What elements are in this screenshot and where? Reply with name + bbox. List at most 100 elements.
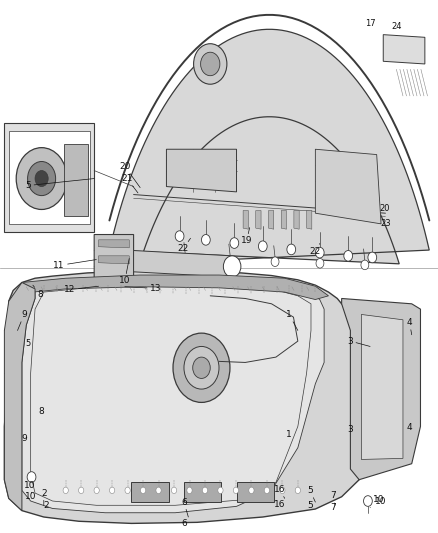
- Text: 6: 6: [181, 519, 187, 528]
- Text: 5: 5: [26, 340, 31, 348]
- Circle shape: [368, 252, 377, 263]
- Circle shape: [187, 487, 192, 494]
- Circle shape: [391, 321, 402, 334]
- Circle shape: [66, 205, 73, 213]
- Polygon shape: [99, 256, 129, 264]
- Polygon shape: [184, 482, 221, 502]
- Polygon shape: [9, 131, 90, 224]
- Circle shape: [280, 487, 285, 494]
- Text: 21: 21: [121, 174, 138, 193]
- Text: 4: 4: [407, 423, 412, 432]
- Circle shape: [78, 487, 84, 494]
- Circle shape: [35, 171, 48, 187]
- Text: 10: 10: [119, 259, 131, 285]
- Polygon shape: [22, 279, 324, 513]
- Circle shape: [361, 260, 369, 270]
- Circle shape: [63, 487, 68, 494]
- Circle shape: [16, 148, 67, 209]
- Text: 10: 10: [25, 492, 36, 501]
- Text: 16: 16: [274, 485, 285, 498]
- Circle shape: [271, 257, 279, 266]
- Text: 22: 22: [177, 238, 191, 253]
- Circle shape: [110, 487, 115, 494]
- Text: 4: 4: [407, 318, 412, 335]
- Text: 19: 19: [241, 228, 252, 245]
- Text: 10: 10: [24, 481, 35, 493]
- Circle shape: [156, 487, 161, 494]
- Text: 6: 6: [181, 498, 188, 517]
- Polygon shape: [110, 29, 429, 264]
- Text: 12: 12: [64, 285, 99, 294]
- Circle shape: [173, 333, 230, 402]
- Circle shape: [193, 357, 210, 378]
- Circle shape: [287, 244, 296, 255]
- Polygon shape: [4, 123, 94, 232]
- Circle shape: [233, 487, 239, 494]
- Text: 20: 20: [379, 205, 390, 213]
- Polygon shape: [268, 211, 274, 229]
- Circle shape: [125, 487, 130, 494]
- Circle shape: [27, 472, 36, 482]
- Circle shape: [223, 256, 241, 277]
- Text: 5: 5: [307, 501, 313, 510]
- Circle shape: [249, 487, 254, 494]
- Circle shape: [316, 259, 324, 268]
- Text: 8: 8: [33, 285, 43, 298]
- Circle shape: [230, 238, 239, 248]
- Circle shape: [363, 316, 373, 329]
- Text: 2: 2: [43, 501, 49, 510]
- Circle shape: [194, 44, 227, 84]
- Circle shape: [364, 496, 372, 506]
- Text: 16: 16: [274, 500, 285, 509]
- Circle shape: [171, 487, 177, 494]
- Text: 5: 5: [25, 179, 94, 190]
- Polygon shape: [307, 211, 312, 229]
- Polygon shape: [361, 314, 403, 459]
- Circle shape: [226, 255, 234, 265]
- Polygon shape: [99, 240, 129, 248]
- Circle shape: [184, 346, 219, 389]
- Text: 22: 22: [310, 244, 321, 256]
- Circle shape: [315, 247, 324, 258]
- Polygon shape: [166, 149, 237, 192]
- Circle shape: [181, 254, 189, 263]
- Circle shape: [295, 487, 300, 494]
- Polygon shape: [383, 35, 425, 64]
- Text: 3: 3: [347, 337, 370, 346]
- Polygon shape: [237, 482, 274, 502]
- Polygon shape: [131, 482, 169, 502]
- Text: 5: 5: [307, 486, 315, 502]
- Circle shape: [201, 52, 220, 76]
- Circle shape: [408, 323, 416, 333]
- Circle shape: [264, 487, 269, 494]
- Text: 2: 2: [41, 489, 46, 505]
- Text: 13: 13: [125, 284, 161, 293]
- Text: 11: 11: [53, 260, 96, 270]
- Polygon shape: [94, 235, 134, 288]
- Text: 9: 9: [21, 434, 27, 442]
- Text: 7: 7: [330, 503, 336, 512]
- Polygon shape: [342, 298, 420, 480]
- Circle shape: [364, 442, 374, 455]
- Text: 1: 1: [286, 430, 292, 439]
- Polygon shape: [243, 211, 248, 229]
- Text: 1: 1: [286, 310, 298, 330]
- Text: 7: 7: [330, 491, 336, 505]
- Text: 10: 10: [370, 496, 385, 507]
- Polygon shape: [315, 149, 381, 224]
- Text: 3: 3: [347, 425, 353, 433]
- Circle shape: [218, 487, 223, 494]
- Polygon shape: [256, 211, 261, 229]
- Polygon shape: [4, 271, 359, 523]
- Circle shape: [66, 146, 73, 155]
- Text: 8: 8: [39, 407, 45, 416]
- Text: 24: 24: [391, 22, 402, 31]
- Text: 23: 23: [380, 220, 391, 228]
- Circle shape: [121, 280, 129, 290]
- Polygon shape: [281, 211, 286, 229]
- Circle shape: [392, 446, 402, 458]
- Circle shape: [175, 231, 184, 241]
- Text: 20: 20: [119, 162, 140, 188]
- Circle shape: [141, 487, 146, 494]
- Text: 9: 9: [18, 310, 27, 330]
